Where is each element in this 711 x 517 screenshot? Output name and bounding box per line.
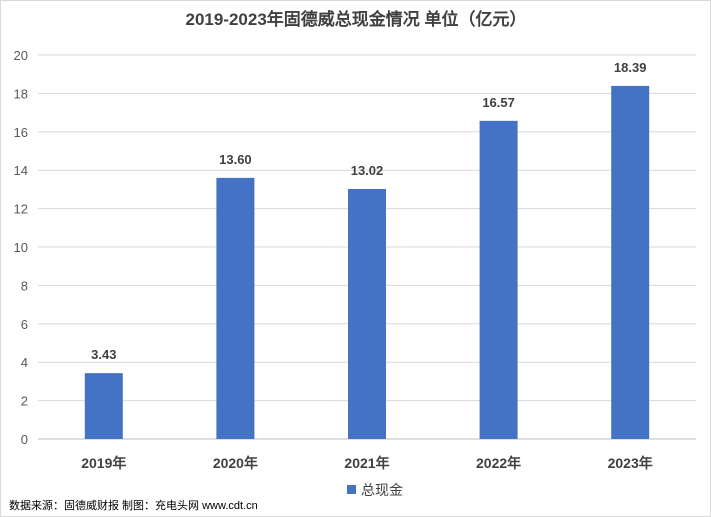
x-axis-tick-labels: 2019年 2020年 2021年 2022年 2023年 (81, 455, 653, 471)
y-tick-label: 18 (14, 86, 28, 101)
y-tick-label: 10 (14, 240, 28, 255)
x-tick-label: 2022年 (476, 455, 521, 471)
y-tick-label: 4 (21, 355, 28, 370)
x-tick-label: 2023年 (608, 455, 653, 471)
y-axis-tick-labels: 0 2 4 6 8 10 12 14 16 18 20 (14, 48, 28, 447)
chart-title: 2019-2023年固德威总现金情况 单位（亿元） (185, 9, 526, 29)
bar-value-label: 13.60 (219, 152, 252, 167)
x-tick-label: 2020年 (213, 455, 258, 471)
y-tick-label: 14 (14, 163, 28, 178)
bar (84, 373, 123, 439)
source-note: 数据来源：固德威财报 制图：充电头网 www.cdt.cn (9, 500, 258, 512)
y-tick-label: 12 (14, 202, 28, 217)
bar (479, 120, 518, 439)
bar-series (84, 85, 650, 440)
bar-value-label: 13.02 (351, 163, 384, 178)
bar-value-label: 18.39 (614, 60, 647, 75)
x-tick-label: 2021年 (344, 455, 389, 471)
data-labels: 3.43 13.60 13.02 16.57 18.39 (91, 60, 646, 362)
chart-canvas: 2019-2023年固德威总现金情况 单位（亿元） 0 2 4 6 8 10 12 14 16 1… (14, 9, 696, 498)
y-tick-label: 16 (14, 125, 28, 140)
legend-label: 总现金 (361, 482, 403, 496)
bar (348, 189, 386, 439)
bar (216, 177, 255, 439)
bar-value-label: 3.43 (91, 347, 116, 362)
bar-value-label: 16.57 (482, 95, 515, 110)
bar (611, 85, 650, 440)
y-tick-label: 6 (21, 317, 28, 332)
legend-swatch (347, 485, 356, 494)
y-tick-label: 20 (14, 48, 28, 63)
y-tick-label: 8 (21, 278, 28, 293)
y-tick-label: 0 (21, 432, 28, 447)
x-tick-label: 2019年 (81, 455, 126, 471)
y-tick-label: 2 (21, 394, 28, 409)
legend: 总现金 (347, 482, 403, 498)
